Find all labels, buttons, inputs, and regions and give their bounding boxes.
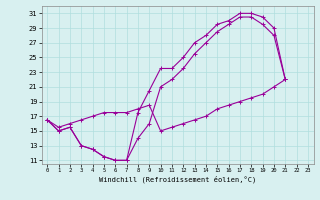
X-axis label: Windchill (Refroidissement éolien,°C): Windchill (Refroidissement éolien,°C): [99, 176, 256, 183]
